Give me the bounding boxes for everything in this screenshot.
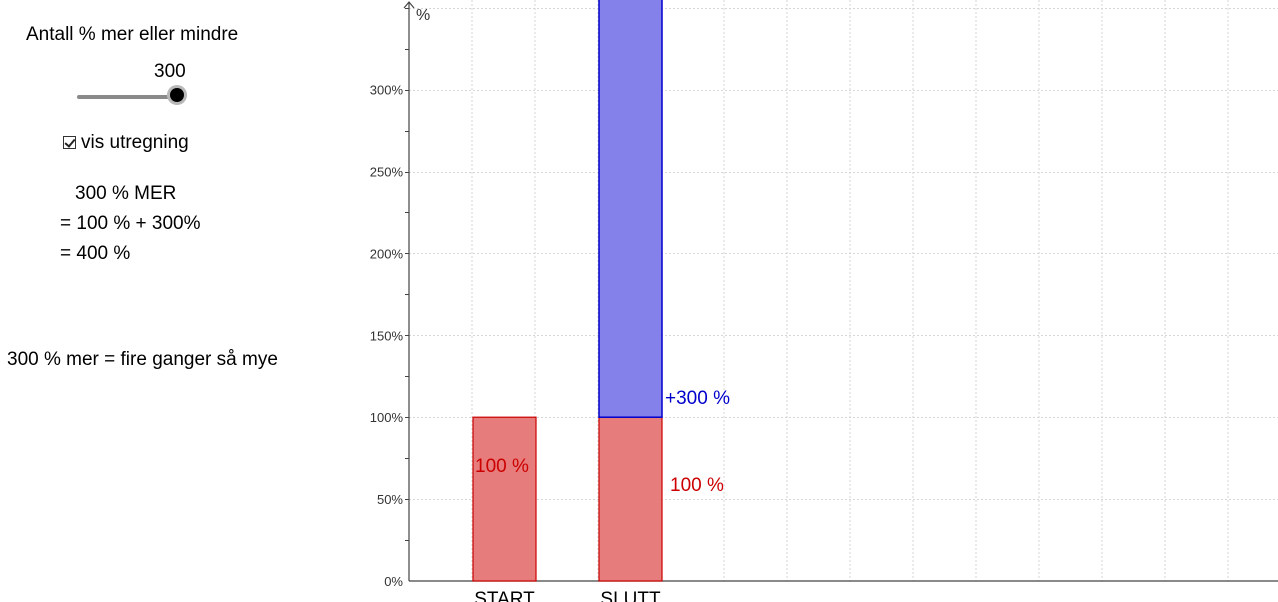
start-base-label: 100 % xyxy=(475,456,529,477)
checkbox-label[interactable]: vis utregning xyxy=(81,132,189,153)
slutt-base-label: 100 % xyxy=(670,475,724,496)
calc-line-1: 300 % MER xyxy=(75,183,177,204)
y-axis-arrow xyxy=(403,1,415,9)
y-axis-label: % xyxy=(416,7,430,24)
chart-ticks: 0% 50% 100% 150% 200% 250% 300% xyxy=(370,8,409,589)
slutt-added-label: +300 % xyxy=(665,388,730,409)
percent-slider-handle[interactable] xyxy=(170,88,184,102)
slider-title: Antall % mer eller mindre xyxy=(26,24,239,45)
y-tick-label: 50% xyxy=(377,492,403,507)
chart-labels: START SLUTT% 100 % 100 % +300 % xyxy=(416,7,730,602)
bar-slutt-base xyxy=(598,416,663,582)
chart-axes xyxy=(403,1,1278,582)
percent-slider-track[interactable] xyxy=(77,95,179,99)
calc-line-2: = 100 % + 300% xyxy=(60,213,201,234)
category-label-start: START xyxy=(474,589,535,602)
summary-text: 300 % mer = fire ganger så mye xyxy=(7,349,278,370)
calc-line-3: = 400 % xyxy=(60,243,131,264)
y-tick-label: 0% xyxy=(384,574,403,589)
bar-start-base xyxy=(472,416,537,582)
y-tick-label: 250% xyxy=(370,165,404,180)
slider-value: 300 xyxy=(154,61,186,82)
y-tick-label: 300% xyxy=(370,83,404,98)
chart-bars xyxy=(472,0,663,582)
category-label-slutt: SLUTT xyxy=(600,589,661,602)
bar-slutt-added xyxy=(598,0,663,418)
y-tick-label: 100% xyxy=(370,410,404,425)
y-tick-label: 150% xyxy=(370,328,404,343)
chart-grid xyxy=(409,0,1278,581)
show-calculation-checkbox[interactable] xyxy=(63,136,76,149)
y-tick-label: 200% xyxy=(370,246,404,261)
